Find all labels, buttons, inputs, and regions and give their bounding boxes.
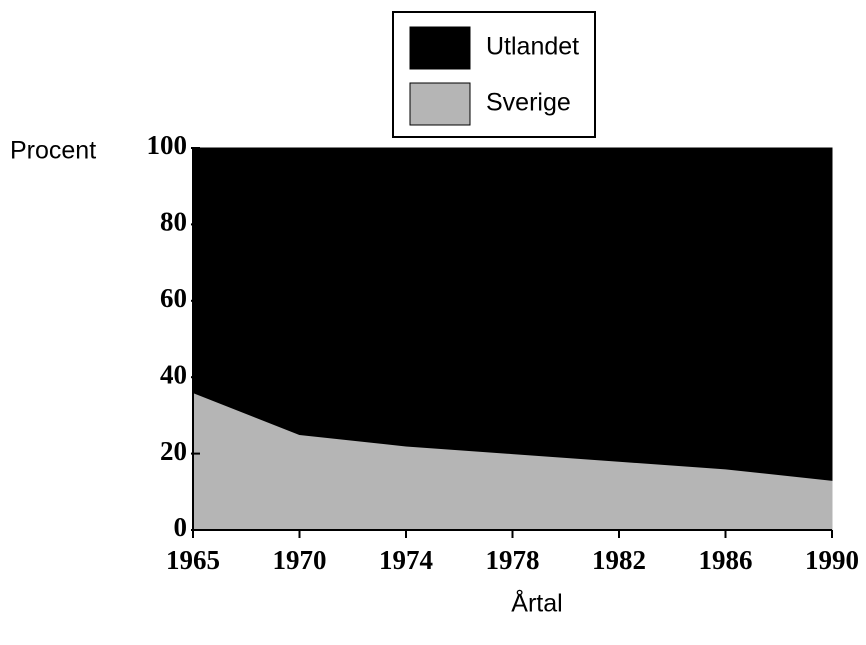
legend-swatch: [409, 26, 471, 70]
x-tick-label: 1978: [486, 545, 540, 575]
y-axis-label: Procent: [10, 137, 96, 165]
x-tick-label: 1982: [592, 545, 646, 575]
y-tick-label: 20: [160, 436, 187, 466]
area: [192, 147, 833, 481]
y-tick-label: 40: [160, 359, 187, 389]
y-tick-label: 0: [174, 512, 188, 542]
x-tick-label: 1965: [166, 545, 220, 575]
legend-swatch: [409, 82, 471, 126]
x-tick-label: 1974: [379, 545, 433, 575]
y-tick-label: 60: [160, 283, 187, 313]
y-tick-label: 100: [147, 130, 188, 160]
x-tick-label: 1986: [699, 545, 753, 575]
x-tick-label: 1990: [805, 545, 859, 575]
y-tick-label: 80: [160, 207, 187, 237]
legend-label: Utlandet: [486, 33, 579, 61]
legend-label: Sverige: [486, 89, 571, 117]
x-axis-label: Årtal: [511, 588, 562, 618]
x-tick-label: 1970: [273, 545, 327, 575]
